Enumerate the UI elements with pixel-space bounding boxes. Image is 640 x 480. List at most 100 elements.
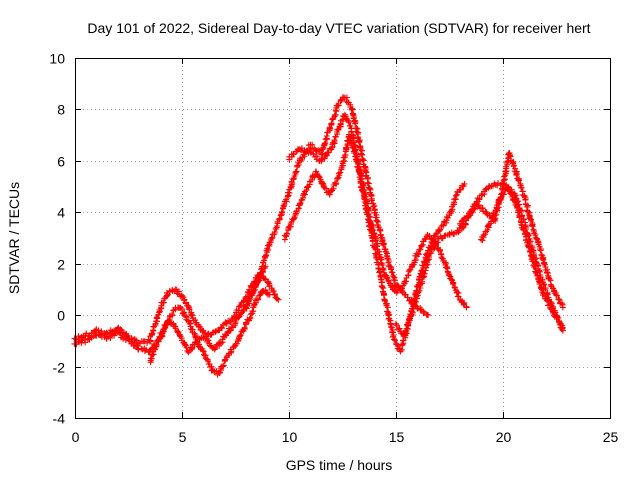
data-point xyxy=(199,347,206,354)
data-point xyxy=(205,337,212,344)
data-point xyxy=(446,272,453,279)
data-point xyxy=(440,222,447,229)
data-point xyxy=(503,165,510,172)
data-point xyxy=(404,294,411,301)
x-tick-label: 25 xyxy=(603,429,619,445)
x-tick-label: 15 xyxy=(389,429,405,445)
data-point xyxy=(523,226,530,232)
data-point xyxy=(331,137,338,144)
data-point xyxy=(156,308,163,315)
data-point xyxy=(335,170,342,177)
data-point xyxy=(393,322,400,329)
data-point xyxy=(241,324,248,331)
data-point xyxy=(259,263,266,270)
data-point xyxy=(237,331,244,338)
data-point xyxy=(544,291,551,298)
data-point xyxy=(297,200,304,206)
data-point xyxy=(153,343,160,350)
data-point xyxy=(415,250,422,257)
data-point xyxy=(293,208,300,215)
data-point xyxy=(323,185,329,192)
data-point xyxy=(507,153,514,160)
data-point xyxy=(524,202,531,209)
data-point xyxy=(149,352,156,359)
data-point xyxy=(325,149,332,156)
data-point xyxy=(172,325,179,332)
data-point xyxy=(461,181,468,187)
data-point xyxy=(326,191,333,198)
data-point xyxy=(368,197,375,204)
data-point xyxy=(271,229,278,236)
data-point xyxy=(553,292,560,299)
data-point xyxy=(525,232,532,239)
data-point xyxy=(529,223,536,230)
data-point xyxy=(404,322,411,328)
series-track-6 xyxy=(281,131,468,355)
data-point xyxy=(251,286,258,293)
data-point xyxy=(345,119,352,126)
data-point xyxy=(283,196,289,203)
data-point xyxy=(151,346,158,353)
data-point xyxy=(186,320,193,327)
data-point xyxy=(268,235,275,242)
data-point xyxy=(366,223,373,230)
data-point xyxy=(353,158,360,165)
data-point xyxy=(517,207,524,214)
data-point xyxy=(557,321,563,328)
data-point xyxy=(387,263,394,270)
data-point xyxy=(321,140,328,147)
data-point xyxy=(419,278,426,285)
data-point xyxy=(376,269,383,276)
data-point xyxy=(263,290,270,297)
data-point xyxy=(337,98,344,104)
data-point xyxy=(246,315,253,322)
data-point xyxy=(219,324,225,331)
data-point xyxy=(520,216,527,223)
data-point xyxy=(468,210,475,217)
data-point xyxy=(357,179,364,185)
data-point xyxy=(493,207,499,214)
data-point xyxy=(293,168,300,175)
data-point xyxy=(250,287,257,294)
data-point xyxy=(489,213,496,220)
data-point xyxy=(458,222,465,229)
data-point xyxy=(516,177,522,184)
data-point xyxy=(129,339,136,346)
data-point xyxy=(455,293,462,300)
data-point xyxy=(335,126,342,133)
data-point xyxy=(379,283,386,290)
data-point xyxy=(416,246,423,253)
chart-title: Day 101 of 2022, Sidereal Day-to-day VTE… xyxy=(87,20,590,36)
data-point xyxy=(270,288,277,295)
data-point xyxy=(206,342,213,349)
data-point xyxy=(380,240,387,247)
data-point xyxy=(518,184,525,191)
x-tick-label: 20 xyxy=(496,429,512,445)
data-point xyxy=(246,296,253,303)
data-point xyxy=(356,139,363,146)
data-point xyxy=(233,340,240,347)
data-point xyxy=(283,230,290,237)
data-point xyxy=(189,312,196,319)
series-track-8 xyxy=(456,150,566,311)
data-point xyxy=(420,274,426,281)
data-point xyxy=(399,341,406,348)
data-point xyxy=(201,329,208,336)
data-point xyxy=(510,162,517,169)
data-point xyxy=(175,329,182,335)
data-point xyxy=(364,179,371,186)
data-point xyxy=(516,201,523,208)
data-point xyxy=(542,286,549,293)
data-point xyxy=(159,329,166,336)
y-tick-label: 0 xyxy=(57,308,65,324)
grid xyxy=(75,58,610,418)
data-point xyxy=(266,291,273,298)
data-point xyxy=(183,299,190,306)
data-point xyxy=(405,268,412,275)
data-point xyxy=(291,215,297,222)
data-point xyxy=(271,291,278,298)
data-point xyxy=(382,249,389,256)
data-point xyxy=(354,125,361,132)
data-point xyxy=(358,150,364,157)
data-point xyxy=(429,237,436,244)
